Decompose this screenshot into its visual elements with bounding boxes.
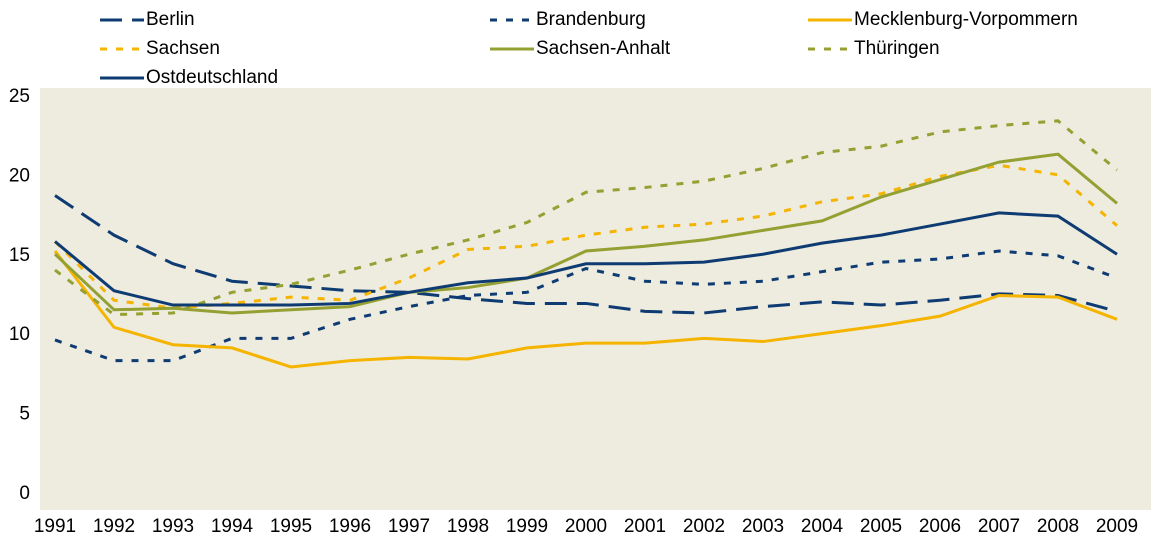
series-line <box>53 163 1118 310</box>
y-tick-label: 10 <box>9 324 30 345</box>
y-tick-label: 0 <box>19 483 30 504</box>
x-tick-label: 1996 <box>329 516 371 537</box>
x-tick-label: 1994 <box>211 516 254 537</box>
y-tick-label: 20 <box>9 165 30 186</box>
x-tick-label: 2008 <box>1037 516 1079 537</box>
y-tick-label: 15 <box>9 245 30 266</box>
x-tick-label: 1999 <box>506 516 548 537</box>
legend-label: Brandenburg <box>536 9 646 30</box>
legend-label: Thüringen <box>854 38 940 59</box>
legend-label: Berlin <box>146 9 195 30</box>
y-tick-label: 5 <box>19 404 30 425</box>
series-line <box>54 249 1118 363</box>
x-tick-label: 2004 <box>801 516 844 537</box>
series-line <box>54 119 1118 317</box>
legend-label: Ostdeutschland <box>146 67 278 88</box>
x-tick-label: 2003 <box>742 516 784 537</box>
x-tick-label: 2002 <box>683 516 725 537</box>
plot-background <box>40 88 1151 510</box>
y-tick-label: 25 <box>9 86 30 107</box>
series-line <box>54 194 1118 315</box>
x-tick-label: 1993 <box>152 516 194 537</box>
x-tick-label: 2005 <box>860 516 902 537</box>
legend-label: Sachsen <box>146 38 220 59</box>
series-line <box>53 152 1118 315</box>
series-line <box>53 250 1118 369</box>
x-tick-label: 1997 <box>388 516 430 537</box>
x-tick-label: 2006 <box>919 516 961 537</box>
x-tick-label: 2000 <box>565 516 607 537</box>
x-tick-label: 1992 <box>93 516 135 537</box>
x-tick-label: 1995 <box>270 516 312 537</box>
x-tick-label: 1991 <box>34 516 76 537</box>
legend-label: Sachsen-Anhalt <box>536 38 671 59</box>
x-tick-label: 2009 <box>1096 516 1138 537</box>
series-line <box>54 211 1118 307</box>
x-tick-label: 1998 <box>447 516 489 537</box>
x-tick-label: 2007 <box>978 516 1020 537</box>
x-tick-label: 2001 <box>624 516 666 537</box>
legend-label: Mecklenburg-Vorpommern <box>854 9 1078 30</box>
